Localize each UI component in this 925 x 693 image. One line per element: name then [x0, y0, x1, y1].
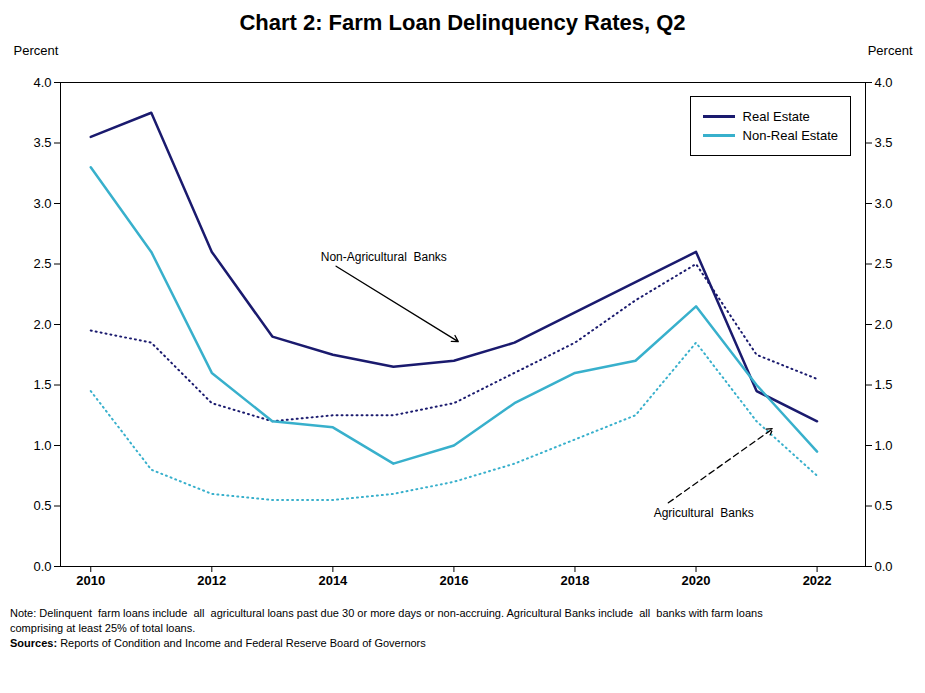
svg-text:2018: 2018 [561, 573, 590, 588]
svg-text:1.5: 1.5 [33, 377, 51, 392]
svg-text:Percent: Percent [14, 43, 59, 58]
svg-text:3.5: 3.5 [875, 135, 893, 150]
svg-text:2020: 2020 [682, 573, 711, 588]
svg-text:2.0: 2.0 [875, 317, 893, 332]
svg-text:Agricultural Banks: Agricultural Banks [654, 506, 754, 520]
html-text:Non-Real Estate: Non-Real Estate [742, 128, 838, 143]
svg-text:3.5: 3.5 [33, 135, 51, 150]
svg-text:2.5: 2.5 [33, 256, 51, 271]
svg-text:0.0: 0.0 [875, 559, 893, 574]
svg-text:2022: 2022 [803, 573, 832, 588]
svg-text:1.0: 1.0 [875, 438, 893, 453]
html-text:Real Estate: Real Estate [742, 109, 810, 124]
svg-text:2012: 2012 [197, 573, 226, 588]
svg-text:1.5: 1.5 [875, 377, 893, 392]
svg-text:0.5: 0.5 [875, 498, 893, 513]
html-text:Note: Delinquent farm loans in: Note: Delinquent farm loans include all … [10, 607, 763, 619]
svg-text:2016: 2016 [439, 573, 468, 588]
html-text:Chart 2: Farm Loan Delinquency: Chart 2: Farm Loan Delinquency Rates, Q2 [239, 10, 686, 35]
svg-text:0.0: 0.0 [33, 559, 51, 574]
svg-text:4.0: 4.0 [33, 75, 51, 90]
svg-text:2.0: 2.0 [33, 317, 51, 332]
svg-text:2010: 2010 [76, 573, 105, 588]
svg-text:1.0: 1.0 [33, 438, 51, 453]
html-text:comprising at least 25% of tot: comprising at least 25% of total loans. [10, 621, 196, 634]
svg-text:Percent: Percent [868, 43, 913, 58]
svg-text:2014: 2014 [318, 573, 348, 588]
svg-text:Non-Agricultural Banks: Non-Agricultural Banks [321, 250, 447, 264]
svg-text:3.0: 3.0 [33, 196, 51, 211]
html-text:Sources: Reports of Condition: Sources: Reports of Condition and Income… [10, 636, 426, 649]
svg-text:3.0: 3.0 [875, 196, 893, 211]
svg-text:2.5: 2.5 [875, 256, 893, 271]
svg-text:4.0: 4.0 [875, 75, 893, 90]
svg-text:0.5: 0.5 [33, 498, 51, 513]
